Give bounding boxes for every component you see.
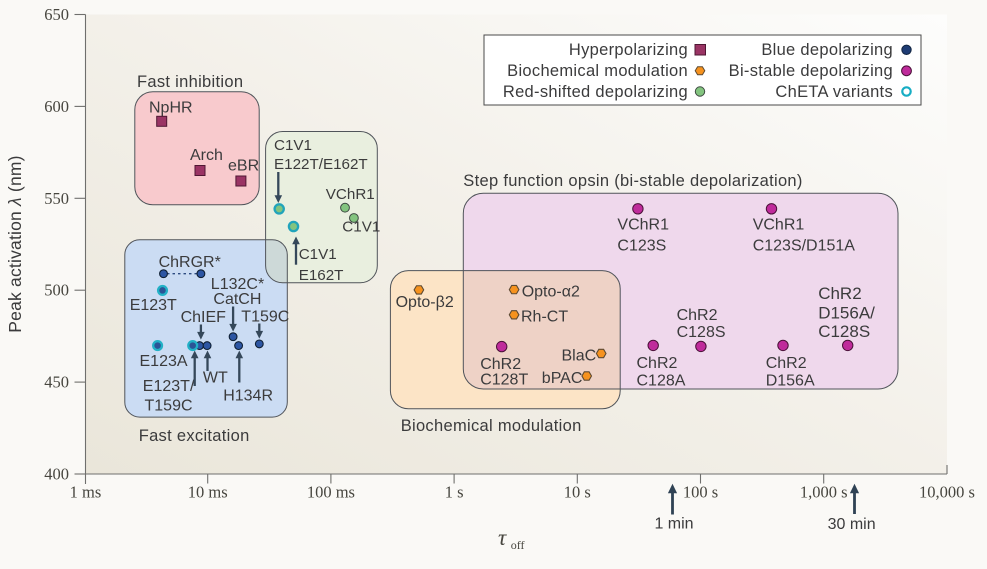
svg-text:eBR: eBR	[228, 158, 259, 175]
svg-text:off: off	[511, 538, 525, 552]
svg-text:ChIEF: ChIEF	[181, 309, 227, 326]
svg-text:C128T: C128T	[480, 372, 528, 389]
svg-text:L132C*: L132C*	[211, 276, 264, 293]
svg-text:1 s: 1 s	[445, 483, 464, 502]
svg-text:10 ms: 10 ms	[188, 483, 228, 502]
svg-text:10,000 s: 10,000 s	[919, 483, 975, 502]
svg-text:Fast inhibition: Fast inhibition	[137, 73, 243, 91]
svg-text:VChR1: VChR1	[326, 186, 375, 203]
svg-text:C128A: C128A	[637, 373, 686, 390]
svg-text:WT: WT	[203, 370, 228, 387]
svg-text:Bi-stable depolarizing: Bi-stable depolarizing	[729, 62, 893, 80]
svg-text:τ: τ	[498, 525, 507, 550]
svg-text:550: 550	[44, 189, 69, 208]
svg-text:H134R: H134R	[223, 388, 273, 405]
svg-text:Biochemical modulation: Biochemical modulation	[401, 417, 582, 435]
svg-text:Fast excitation: Fast excitation	[139, 427, 250, 445]
svg-text:450: 450	[44, 373, 69, 392]
svg-text:C1V1: C1V1	[342, 219, 380, 236]
svg-text:ChR2: ChR2	[818, 284, 861, 303]
svg-text:Arch: Arch	[190, 147, 223, 164]
svg-text:Opto-α2: Opto-α2	[522, 284, 580, 301]
svg-text:VChR1: VChR1	[617, 217, 669, 234]
svg-text:ChR2: ChR2	[766, 355, 807, 372]
svg-text:600: 600	[44, 97, 69, 116]
svg-text:D156A: D156A	[766, 373, 815, 390]
svg-text:Opto-β2: Opto-β2	[396, 294, 454, 311]
svg-text:1 ms: 1 ms	[70, 483, 102, 502]
svg-text:Step function opsin (bi-stable: Step function opsin (bi-stable depolariz…	[463, 172, 802, 190]
svg-text:bPAC: bPAC	[542, 370, 583, 387]
svg-text:Blue depolarizing: Blue depolarizing	[761, 41, 893, 59]
svg-text:C123S: C123S	[617, 238, 666, 255]
svg-text:T159C: T159C	[241, 308, 289, 325]
svg-text:C123S/D151A: C123S/D151A	[753, 238, 856, 255]
svg-text:650: 650	[44, 5, 69, 24]
svg-text:30 min: 30 min	[828, 516, 876, 533]
svg-text:E123A: E123A	[140, 353, 188, 370]
svg-text:1,000 s: 1,000 s	[800, 483, 848, 502]
svg-text:C1V1: C1V1	[274, 137, 312, 154]
svg-text:NpHR: NpHR	[149, 99, 193, 116]
svg-text:1 min: 1 min	[654, 516, 693, 533]
svg-text:C128S: C128S	[677, 324, 726, 341]
svg-text:T159C: T159C	[145, 398, 193, 415]
svg-text:ChETA variants: ChETA variants	[775, 83, 893, 101]
svg-text:ChR2: ChR2	[637, 355, 678, 372]
svg-text:E123T: E123T	[130, 297, 177, 314]
svg-text:100 ms: 100 ms	[307, 483, 355, 502]
svg-text:Rh-CT: Rh-CT	[521, 308, 568, 325]
svg-text:C1V1: C1V1	[299, 246, 337, 263]
svg-text:D156A/: D156A/	[818, 304, 875, 323]
svg-text:BlaC: BlaC	[562, 347, 597, 364]
svg-text:C128S: C128S	[818, 322, 870, 341]
svg-text:CatCH: CatCH	[213, 291, 261, 308]
svg-text:ChR2: ChR2	[480, 356, 521, 373]
svg-text:Biochemical modulation: Biochemical modulation	[507, 62, 688, 80]
svg-text:100 s: 100 s	[683, 483, 718, 502]
svg-text:E162T: E162T	[299, 267, 344, 284]
svg-text:E123T/: E123T/	[143, 378, 195, 395]
svg-text:ChR2: ChR2	[677, 307, 718, 324]
svg-text:E122T/E162T: E122T/E162T	[274, 156, 368, 173]
svg-text:ChRGR*: ChRGR*	[159, 254, 221, 271]
svg-text:400: 400	[44, 465, 69, 484]
svg-text:Red-shifted depolarizing: Red-shifted depolarizing	[503, 83, 688, 101]
svg-text:Peak activation λ (nm): Peak activation λ (nm)	[5, 155, 25, 332]
svg-text:VChR1: VChR1	[753, 217, 805, 234]
svg-text:500: 500	[44, 281, 69, 300]
svg-text:10 s: 10 s	[564, 483, 591, 502]
svg-text:Hyperpolarizing: Hyperpolarizing	[569, 41, 688, 59]
